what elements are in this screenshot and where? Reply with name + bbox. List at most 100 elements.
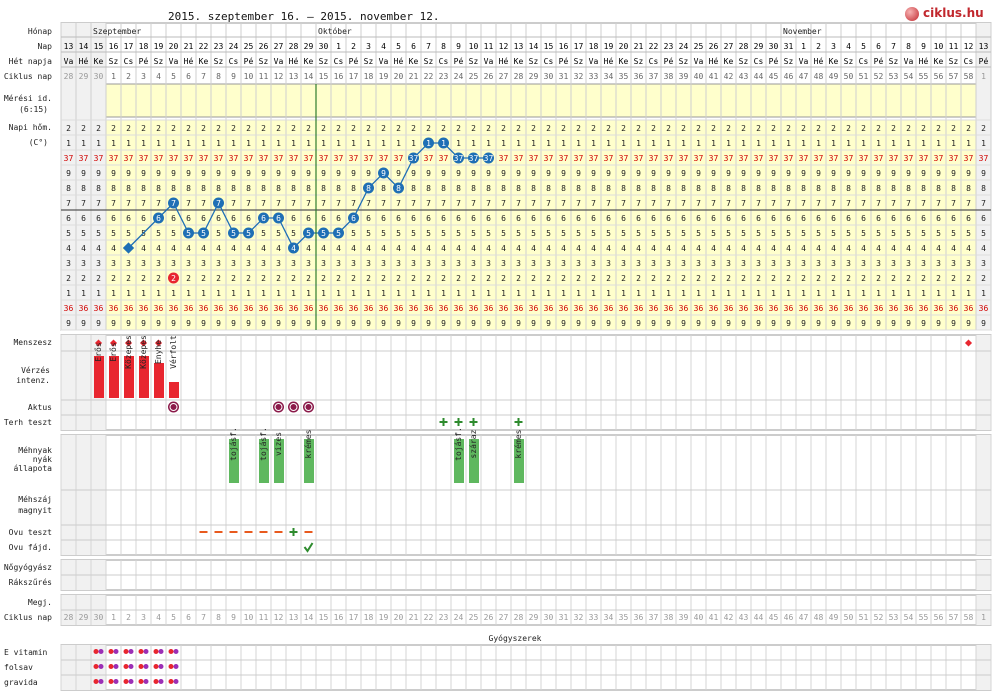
day-number: 12 [964,42,974,51]
temp-scale-digit: 36 [349,304,359,313]
temp-scale-digit: 2 [771,124,776,133]
cycle-day-number: 40 [694,72,704,81]
temp-scale-digit: 3 [111,259,116,268]
row-label-measure-time: Mérési id. [4,93,52,103]
medications-title: Gyógyszerek [489,633,542,643]
temp-scale-digit: 3 [291,259,296,268]
temp-scale-digit: 4 [756,244,761,253]
day-number: 13 [514,42,524,51]
day-number: 5 [861,42,866,51]
temp-scale-digit: 1 [651,289,656,298]
temp-scale-digit: 5 [561,229,566,238]
cycle-day-number: 25 [469,72,479,81]
temp-scale-digit: 1 [681,289,686,298]
temp-scale-digit: 4 [741,244,746,253]
temp-scale-digit: 1 [546,289,551,298]
temp-scale-digit: 4 [111,244,116,253]
temp-scale-digit: 9 [126,169,131,178]
temp-scale-digit: 36 [484,304,494,313]
temp-scale-digit: 2 [846,274,851,283]
row-label-mucus: Méhnyak [18,445,52,455]
temp-scale-digit: 36 [529,304,539,313]
temp-scale-digit: 1 [411,289,416,298]
cycle-day-number: 13 [289,72,299,81]
temp-scale-digit: 4 [831,244,836,253]
temp-scale-digit: 2 [741,274,746,283]
weekday-label: Pé [979,56,989,66]
temp-scale-digit: 9 [861,169,866,178]
cycle-day-number: 18 [364,72,374,81]
temp-scale-digit: 3 [621,259,626,268]
day-number: 13 [979,42,989,51]
temp-scale-digit: 2 [561,274,566,283]
cycle-day-number: 56 [934,72,944,81]
pill-icon-left [93,679,99,684]
temp-scale-digit: 8 [441,184,446,193]
pill-icon-left [123,649,129,654]
temp-scale-digit: 2 [591,274,596,283]
temp-scale-digit: 5 [846,229,851,238]
temp-scale-digit: 36 [799,304,809,313]
temp-scale-digit: 2 [66,124,71,133]
temp-scale-digit: 9 [621,169,626,178]
cycle-day-number: 29 [529,72,539,81]
temp-scale-digit: 3 [201,259,206,268]
temp-scale-digit: 3 [696,259,701,268]
temp-scale-digit: 6 [591,214,596,223]
weekday-label: Sz [529,57,539,66]
temp-scale-digit: 9 [906,169,911,178]
weekday-label: Pé [769,56,779,66]
row-label-mucus: állapota [13,464,52,473]
temp-scale-digit: 8 [621,184,626,193]
other-cycle-col-header [61,23,76,84]
temp-scale-digit: 8 [231,184,236,193]
temperature-point [273,212,284,224]
temp-scale-digit: 36 [259,304,269,313]
temp-scale-digit: 3 [486,259,491,268]
temp-scale-digit: 5 [486,229,491,238]
temp-scale-digit: 8 [846,184,851,193]
weekday-label: Sz [154,57,164,66]
temp-scale-digit: 7 [966,199,971,208]
pill-icon-left [93,664,99,669]
temp-scale-digit: 8 [936,184,941,193]
temp-scale-digit: 36 [169,304,179,313]
weekday-label: Sz [679,57,689,66]
site-logo[interactable]: ciklus.hu [905,5,993,23]
temp-scale-digit: 4 [171,244,176,253]
temp-scale-digit: 7 [231,199,236,208]
temp-scale-digit: 5 [126,229,131,238]
cycle-day-number-bottom: 18 [364,613,374,622]
temp-scale-digit: 8 [561,184,566,193]
temp-scale-digit: 9 [726,319,731,328]
day-number: 24 [679,42,689,51]
temp-scale-digit: 3 [666,259,671,268]
temp-scale-digit: 8 [921,184,926,193]
temp-scale-digit: 5 [741,229,746,238]
temperature-point [453,152,464,164]
weekday-label: Ke [304,57,314,66]
temp-scale-digit: 9 [966,319,971,328]
other-cycle-col-temp [61,84,76,330]
temp-scale-digit: 7 [306,199,311,208]
temp-scale-digit: 9 [846,169,851,178]
cycle-day-number: 20 [394,72,404,81]
cycle-day-number: 35 [619,72,629,81]
pill-icon-right [113,679,119,684]
temp-scale-digit: 2 [696,274,701,283]
temp-scale-digit: 2 [231,274,236,283]
temp-scale-digit: 4 [771,244,776,253]
temp-scale-digit: 4 [561,244,566,253]
temp-scale-digit: 9 [171,319,176,328]
temp-scale-digit: 9 [681,169,686,178]
temp-scale-digit: 9 [951,169,956,178]
day-number: 9 [921,42,926,51]
pill-icon-left [93,649,99,654]
temp-scale-digit: 36 [319,304,329,313]
temp-scale-digit: 37 [529,154,539,163]
temp-scale-digit: 9 [651,169,656,178]
temp-scale-digit: 4 [441,244,446,253]
day-number: 17 [574,42,584,51]
mucus-bar [229,439,239,483]
temp-scale-digit: 8 [696,184,701,193]
